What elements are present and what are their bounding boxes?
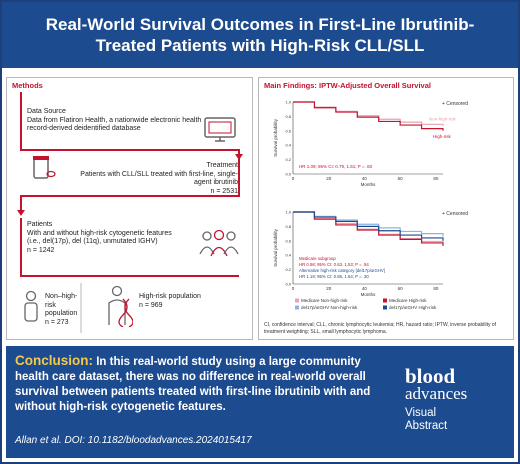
- methods-title: Methods: [12, 81, 43, 90]
- logo-line4: Abstract: [405, 420, 448, 432]
- person-dna-icon: [108, 285, 133, 327]
- x-axis-label: Months: [361, 182, 377, 187]
- patients-group-icon: [199, 229, 239, 257]
- hr-annotation: Medicare subgroup: [299, 256, 336, 261]
- treatment-block: Treatment Patients with CLL/SLL treated …: [63, 162, 238, 196]
- y-tick-label: 0.8: [285, 114, 291, 119]
- legend-swatch: [295, 305, 299, 310]
- hr-annotation: HR 0.98; 95% CI: 0.63, 1.53; P = .94: [299, 262, 369, 267]
- findings-footnote: CI, confidence interval; CLL, chronic ly…: [264, 322, 497, 335]
- conclusion-lead: Conclusion:: [15, 353, 93, 368]
- high-count: n = 969: [139, 301, 163, 309]
- y-tick-label: 0.0: [285, 282, 291, 287]
- y-axis-label: Survival probability: [273, 228, 278, 267]
- x-axis-label: Months: [361, 292, 377, 297]
- patients-heading: Patients: [27, 221, 53, 228]
- series-label: Non-high-risk: [429, 117, 457, 122]
- hr-annotation: Alternative high-risk category [del17p/u…: [299, 268, 385, 273]
- legend-label: Medicare Non-high-risk: [301, 298, 348, 303]
- legend-swatch: [383, 298, 387, 303]
- x-tick-label: 80: [433, 286, 439, 291]
- series-line: [293, 101, 444, 126]
- conclusion-text: In this real-world study using a large c…: [15, 356, 371, 413]
- series-line: [293, 211, 444, 237]
- journal-logo: blood advances Visual Abstract: [405, 364, 507, 451]
- treatment-heading: Treatment: [206, 162, 238, 169]
- x-tick-label: 20: [326, 286, 332, 291]
- conclusion-panel: Conclusion: In this real-world study usi…: [6, 346, 514, 458]
- person-icon: [24, 290, 38, 322]
- logo-line1: blood: [405, 364, 456, 388]
- legend-label: del17p/uIGHV Non-high-risk: [301, 305, 358, 310]
- methods-flow-path: [17, 92, 243, 333]
- x-tick-label: 60: [398, 286, 404, 291]
- x-tick-label: 20: [326, 176, 332, 181]
- censored-label: + Censored: [442, 101, 468, 107]
- x-tick-label: 40: [362, 176, 368, 181]
- methods-panel: Methods Data Source Data from Flatiron H…: [6, 77, 253, 340]
- treatment-count: n = 2531: [210, 187, 238, 195]
- legend-swatch: [295, 298, 299, 303]
- nonhigh-block: Non–high-risk population n = 273: [45, 293, 79, 327]
- legend-label: Medicare High-risk: [389, 298, 427, 303]
- y-tick-label: 0.2: [285, 267, 291, 272]
- x-tick-label: 40: [362, 286, 368, 291]
- x-tick-label: 60: [398, 176, 404, 181]
- x-tick-label: 0: [292, 286, 295, 291]
- findings-title: Main Findings: IPTW-Adjusted Overall Sur…: [264, 81, 431, 90]
- medication-icon: [33, 156, 56, 179]
- patients-text: With and without high-risk cytogenetic f…: [27, 229, 172, 246]
- x-tick-label: 0: [292, 176, 295, 181]
- computer-icon: [204, 117, 236, 142]
- y-tick-label: 1.0: [285, 210, 291, 215]
- y-tick-label: 0.8: [285, 224, 291, 229]
- page-title: Real-World Survival Outcomes in First-Li…: [45, 15, 475, 55]
- y-tick-label: 0.0: [285, 172, 291, 177]
- series-line: [293, 211, 444, 241]
- legend-swatch: [383, 305, 387, 310]
- data-source-heading: Data Source: [27, 108, 66, 115]
- x-tick-label: 80: [433, 176, 439, 181]
- y-tick-label: 0.4: [285, 143, 291, 148]
- title-banner: Real-World Survival Outcomes in First-Li…: [2, 2, 518, 68]
- y-tick-label: 0.2: [285, 157, 291, 162]
- y-axis-label: Survival probability: [273, 118, 278, 157]
- hr-annotation: HR 1.09; 95% CI: 0.79, 1.51; P = .60: [299, 164, 373, 169]
- conclusion-text-block: Conclusion: In this real-world study usi…: [15, 353, 387, 415]
- data-source-text: Data from Flatiron Health, a nationwide …: [27, 116, 202, 133]
- y-tick-label: 0.6: [285, 128, 291, 133]
- series-line: [293, 101, 444, 131]
- y-tick-label: 0.6: [285, 238, 291, 243]
- hr-annotation: HR 1.19; 95% CI: 0.86, 1.64; P = .30: [299, 274, 369, 279]
- logo-line2: advances: [405, 384, 468, 403]
- data-source-block: Data Source Data from Flatiron Health, a…: [27, 108, 202, 134]
- y-tick-label: 1.0: [285, 100, 291, 105]
- y-tick-label: 0.4: [285, 253, 291, 258]
- high-block: High-risk population n = 969: [139, 293, 219, 310]
- findings-panel: Main Findings: IPTW-Adjusted Overall Sur…: [258, 77, 514, 340]
- patients-count: n = 1242: [27, 246, 55, 254]
- legend-label: del17p/uIGHV High-risk: [389, 305, 437, 310]
- citation: Allan et al. DOI: 10.1182/bloodadvances.…: [15, 435, 252, 446]
- high-label: High-risk population: [139, 293, 201, 300]
- series-label: High-risk: [433, 134, 452, 139]
- censored-label: + Censored: [442, 211, 468, 217]
- survival-charts: 0.0 0.2 0.4 0.6 0.8 1.0 0 20 40 60 80 Months Surviva…: [273, 100, 468, 311]
- nonhigh-count: n = 273: [45, 318, 69, 326]
- patients-block: Patients With and without high-risk cyto…: [27, 221, 187, 255]
- logo-line3: Visual: [405, 407, 437, 419]
- treatment-text: Patients with CLL/SLL treated with first…: [80, 170, 238, 187]
- nonhigh-label: Non–high-risk population: [45, 293, 78, 317]
